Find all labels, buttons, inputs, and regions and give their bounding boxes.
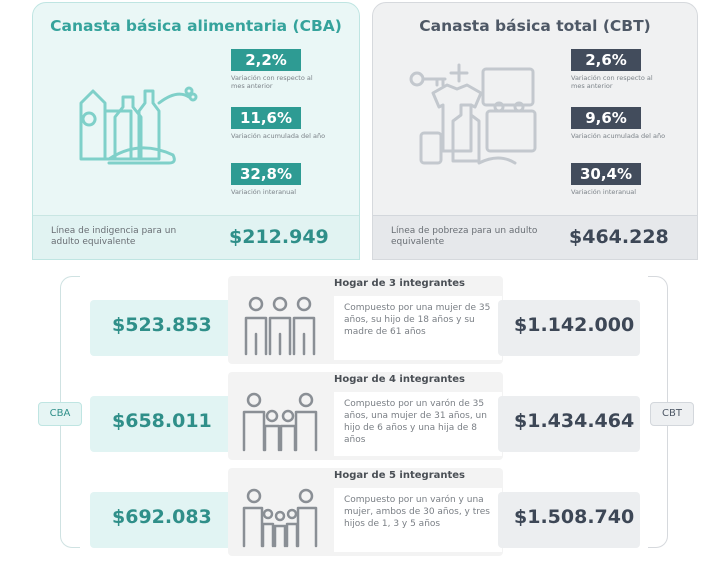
indigence-line-label: Línea de indigencia para un adulto equiv… xyxy=(51,226,177,247)
household-cbt-value: $1.142.000 xyxy=(514,314,635,336)
cba-title: Canasta básica alimentaria (CBA) xyxy=(50,17,342,35)
cbt-stat-value: 2,6% xyxy=(571,49,641,71)
family-icon xyxy=(244,296,316,356)
cbt-stat-monthly: 2,6% Variación con respecto al mes anter… xyxy=(571,49,666,90)
family-icon xyxy=(242,392,318,452)
poverty-line: Línea de pobreza para un adulto equivale… xyxy=(373,215,697,259)
family-icon xyxy=(242,488,318,548)
cbt-panel: Canasta básica total (CBT) 2,6% Variació… xyxy=(372,2,698,260)
cba-stat-value: 2,2% xyxy=(231,49,301,71)
cbt-stat-yearly: 30,4% Variación interanual xyxy=(571,163,666,196)
household-4-cba: $658.011 xyxy=(90,396,240,452)
cba-stat-value: 32,8% xyxy=(231,163,301,185)
household-description: Compuesto por un varón y una mujer, ambo… xyxy=(344,495,490,529)
household-cba-value: $658.011 xyxy=(112,410,212,432)
household-5-card: Hogar de 5 integrantes Compuesto por un … xyxy=(228,468,503,556)
cbt-stat-accumulated: 9,6% Variación acumulada del año xyxy=(571,107,666,140)
indigence-line-value: $212.949 xyxy=(229,226,329,248)
cba-stat-label: Variación acumulada del año xyxy=(231,132,326,140)
cbt-stat-value: 9,6% xyxy=(571,107,641,129)
household-cbt-value: $1.434.464 xyxy=(514,410,635,432)
household-title: Hogar de 3 integrantes xyxy=(334,278,466,289)
household-3-card: Hogar de 3 integrantes Compuesto por una… xyxy=(228,276,503,364)
poverty-line-label: Línea de pobreza para un adulto equivale… xyxy=(391,226,538,247)
household-description: Compuesto por un varón de 35 años, una m… xyxy=(344,399,487,445)
household-description-box: Compuesto por una mujer de 35 años, su h… xyxy=(334,296,502,360)
household-4-card: Hogar de 4 integrantes Compuesto por un … xyxy=(228,372,503,460)
cba-stat-label: Variación con respecto al mes anterior xyxy=(231,74,313,90)
household-cba-value: $692.083 xyxy=(112,506,212,528)
cbt-stat-value: 30,4% xyxy=(571,163,641,185)
cbt-title: Canasta básica total (CBT) xyxy=(419,17,651,35)
household-description: Compuesto por una mujer de 35 años, su h… xyxy=(344,303,491,337)
household-cbt-value: $1.508.740 xyxy=(514,506,635,528)
household-3-cbt: $1.142.000 xyxy=(498,300,640,356)
cba-panel: Canasta básica alimentaria (CBA) 2,2% Va… xyxy=(32,2,360,260)
household-description-box: Compuesto por un varón y una mujer, ambo… xyxy=(334,488,502,552)
goods-icon xyxy=(403,63,553,173)
cba-side-label: CBA xyxy=(38,402,82,426)
cbt-side-label: CBT xyxy=(650,402,694,426)
cbt-stat-label: Variación interanual xyxy=(571,188,637,196)
indigence-line: Línea de indigencia para un adulto equiv… xyxy=(33,215,359,259)
household-5-cba: $692.083 xyxy=(90,492,240,548)
cbt-stat-label: Variación con respecto al mes anterior xyxy=(571,74,653,90)
household-4-cbt: $1.434.464 xyxy=(498,396,640,452)
household-title: Hogar de 4 integrantes xyxy=(334,374,466,385)
cba-stat-monthly: 2,2% Variación con respecto al mes anter… xyxy=(231,49,326,90)
household-cba-value: $523.853 xyxy=(112,314,212,336)
household-3-cba: $523.853 xyxy=(90,300,240,356)
grocery-icon xyxy=(63,63,213,173)
cba-stat-label: Variación interanual xyxy=(231,188,297,196)
household-5-cbt: $1.508.740 xyxy=(498,492,640,548)
cba-stat-value: 11,6% xyxy=(231,107,301,129)
household-description-box: Compuesto por un varón de 35 años, una m… xyxy=(334,392,502,456)
cba-stat-yearly: 32,8% Variación interanual xyxy=(231,163,326,196)
cbt-stat-label: Variación acumulada del año xyxy=(571,132,666,140)
poverty-line-value: $464.228 xyxy=(569,226,669,248)
cba-stat-accumulated: 11,6% Variación acumulada del año xyxy=(231,107,326,140)
household-title: Hogar de 5 integrantes xyxy=(334,470,466,481)
